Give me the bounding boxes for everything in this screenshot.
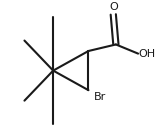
Text: O: O — [109, 3, 118, 12]
Text: OH: OH — [139, 49, 156, 59]
Text: Br: Br — [94, 91, 107, 102]
